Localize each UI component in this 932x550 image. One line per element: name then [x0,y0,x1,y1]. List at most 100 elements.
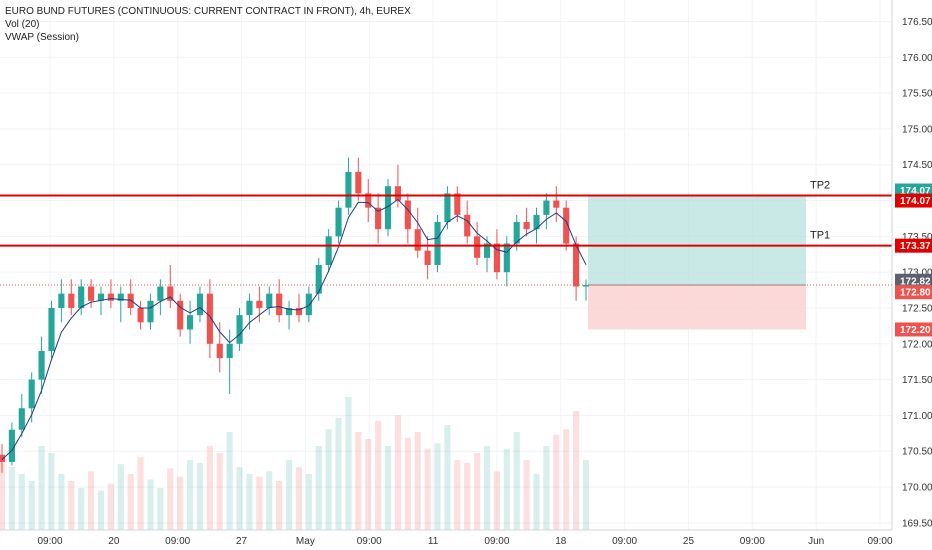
x-tick-label: 09:00 [165,536,190,547]
candle[interactable] [177,300,184,330]
volume-bar [266,471,273,530]
candle[interactable] [186,315,194,330]
candle[interactable] [295,307,303,316]
candle[interactable] [206,293,213,344]
candle[interactable] [582,285,590,287]
candle[interactable] [315,265,322,294]
candle[interactable] [464,214,471,237]
y-tick-label: 173.00 [902,268,932,279]
volume-bar [88,471,95,530]
candle[interactable] [414,229,421,251]
candle[interactable] [404,200,411,230]
volume-bar [474,453,481,530]
volume-bar [147,479,154,530]
candle[interactable] [276,293,283,316]
x-tick-label: 20 [108,536,120,547]
candle[interactable] [216,343,223,359]
candle[interactable] [246,300,253,316]
volume-bar [137,457,144,530]
candle[interactable] [8,429,15,462]
volume-bar [68,481,75,530]
y-tick-label: 175.00 [902,124,932,135]
tag-entry-text: 172.80 [900,288,931,299]
candle[interactable] [375,207,382,230]
x-tick-label: 09:00 [867,536,892,547]
volume-bar [384,446,392,530]
candle[interactable] [335,207,342,237]
candle[interactable] [553,200,560,208]
candle[interactable] [117,293,124,301]
take-profit-zone[interactable] [588,195,806,286]
candle[interactable] [444,193,451,223]
candle[interactable] [325,236,332,265]
candle[interactable] [58,293,65,308]
candle[interactable] [226,343,233,359]
candle[interactable] [18,408,25,430]
candle[interactable] [266,293,273,308]
candle[interactable] [0,454,6,462]
candle[interactable] [38,350,45,380]
candle[interactable] [503,243,510,273]
volume-bar [196,462,204,530]
volume-bar [58,474,65,530]
candle[interactable] [78,286,85,308]
y-tick-label: 170.50 [902,447,932,458]
candle[interactable] [513,222,520,244]
volume-bar [355,432,362,530]
candle[interactable] [543,200,550,215]
candle[interactable] [573,243,580,287]
candle[interactable] [474,236,481,258]
tag-stop [895,322,932,337]
candle[interactable] [384,186,392,230]
vwap-indicator-label[interactable]: VWAP (Session) [5,32,79,43]
candle[interactable] [454,193,461,215]
candle[interactable] [434,222,441,265]
candle[interactable] [285,307,293,316]
candle[interactable] [483,243,491,258]
stop-loss-zone[interactable] [588,285,806,330]
candle[interactable] [127,293,134,308]
candle[interactable] [493,243,500,273]
candle[interactable] [305,293,312,316]
candle[interactable] [137,307,144,323]
volume-bar [305,474,312,530]
candle[interactable] [48,307,55,351]
candle[interactable] [523,222,530,230]
candle[interactable] [196,293,204,316]
candle[interactable] [147,300,154,323]
volume-bar [513,432,520,530]
candle[interactable] [365,193,372,208]
candle[interactable] [424,250,431,265]
volume-bar [483,446,491,530]
volume-bar [365,439,372,530]
candle[interactable] [97,293,105,301]
tag-entry [895,285,932,300]
candle[interactable] [157,286,164,301]
candle[interactable] [533,214,540,230]
volume-bar [325,429,332,530]
candle[interactable] [68,293,75,308]
candle[interactable] [355,171,362,194]
tag-last-price-text: 172.82 [900,276,931,287]
y-tick-label: 173.50 [902,232,932,243]
candle[interactable] [256,300,263,308]
symbol-title: EURO BUND FUTURES (CONTINUOUS: CURRENT C… [5,6,411,17]
candle[interactable] [88,286,95,301]
candle[interactable] [236,315,243,344]
tag-tp2 [895,193,932,208]
y-tick-label: 172.50 [902,303,932,314]
candle[interactable] [107,293,114,301]
candle[interactable] [345,171,352,208]
candle[interactable] [167,286,174,301]
x-tick-label: 18 [555,536,567,547]
volume-bar [335,418,342,530]
y-tick-label: 171.00 [902,411,932,422]
candle[interactable] [563,207,570,244]
tag-tp1 [895,238,932,253]
candle[interactable] [394,186,402,201]
candle[interactable] [28,379,35,409]
volume-indicator-label[interactable]: Vol (20) [5,19,40,30]
volume-bar [216,453,223,530]
